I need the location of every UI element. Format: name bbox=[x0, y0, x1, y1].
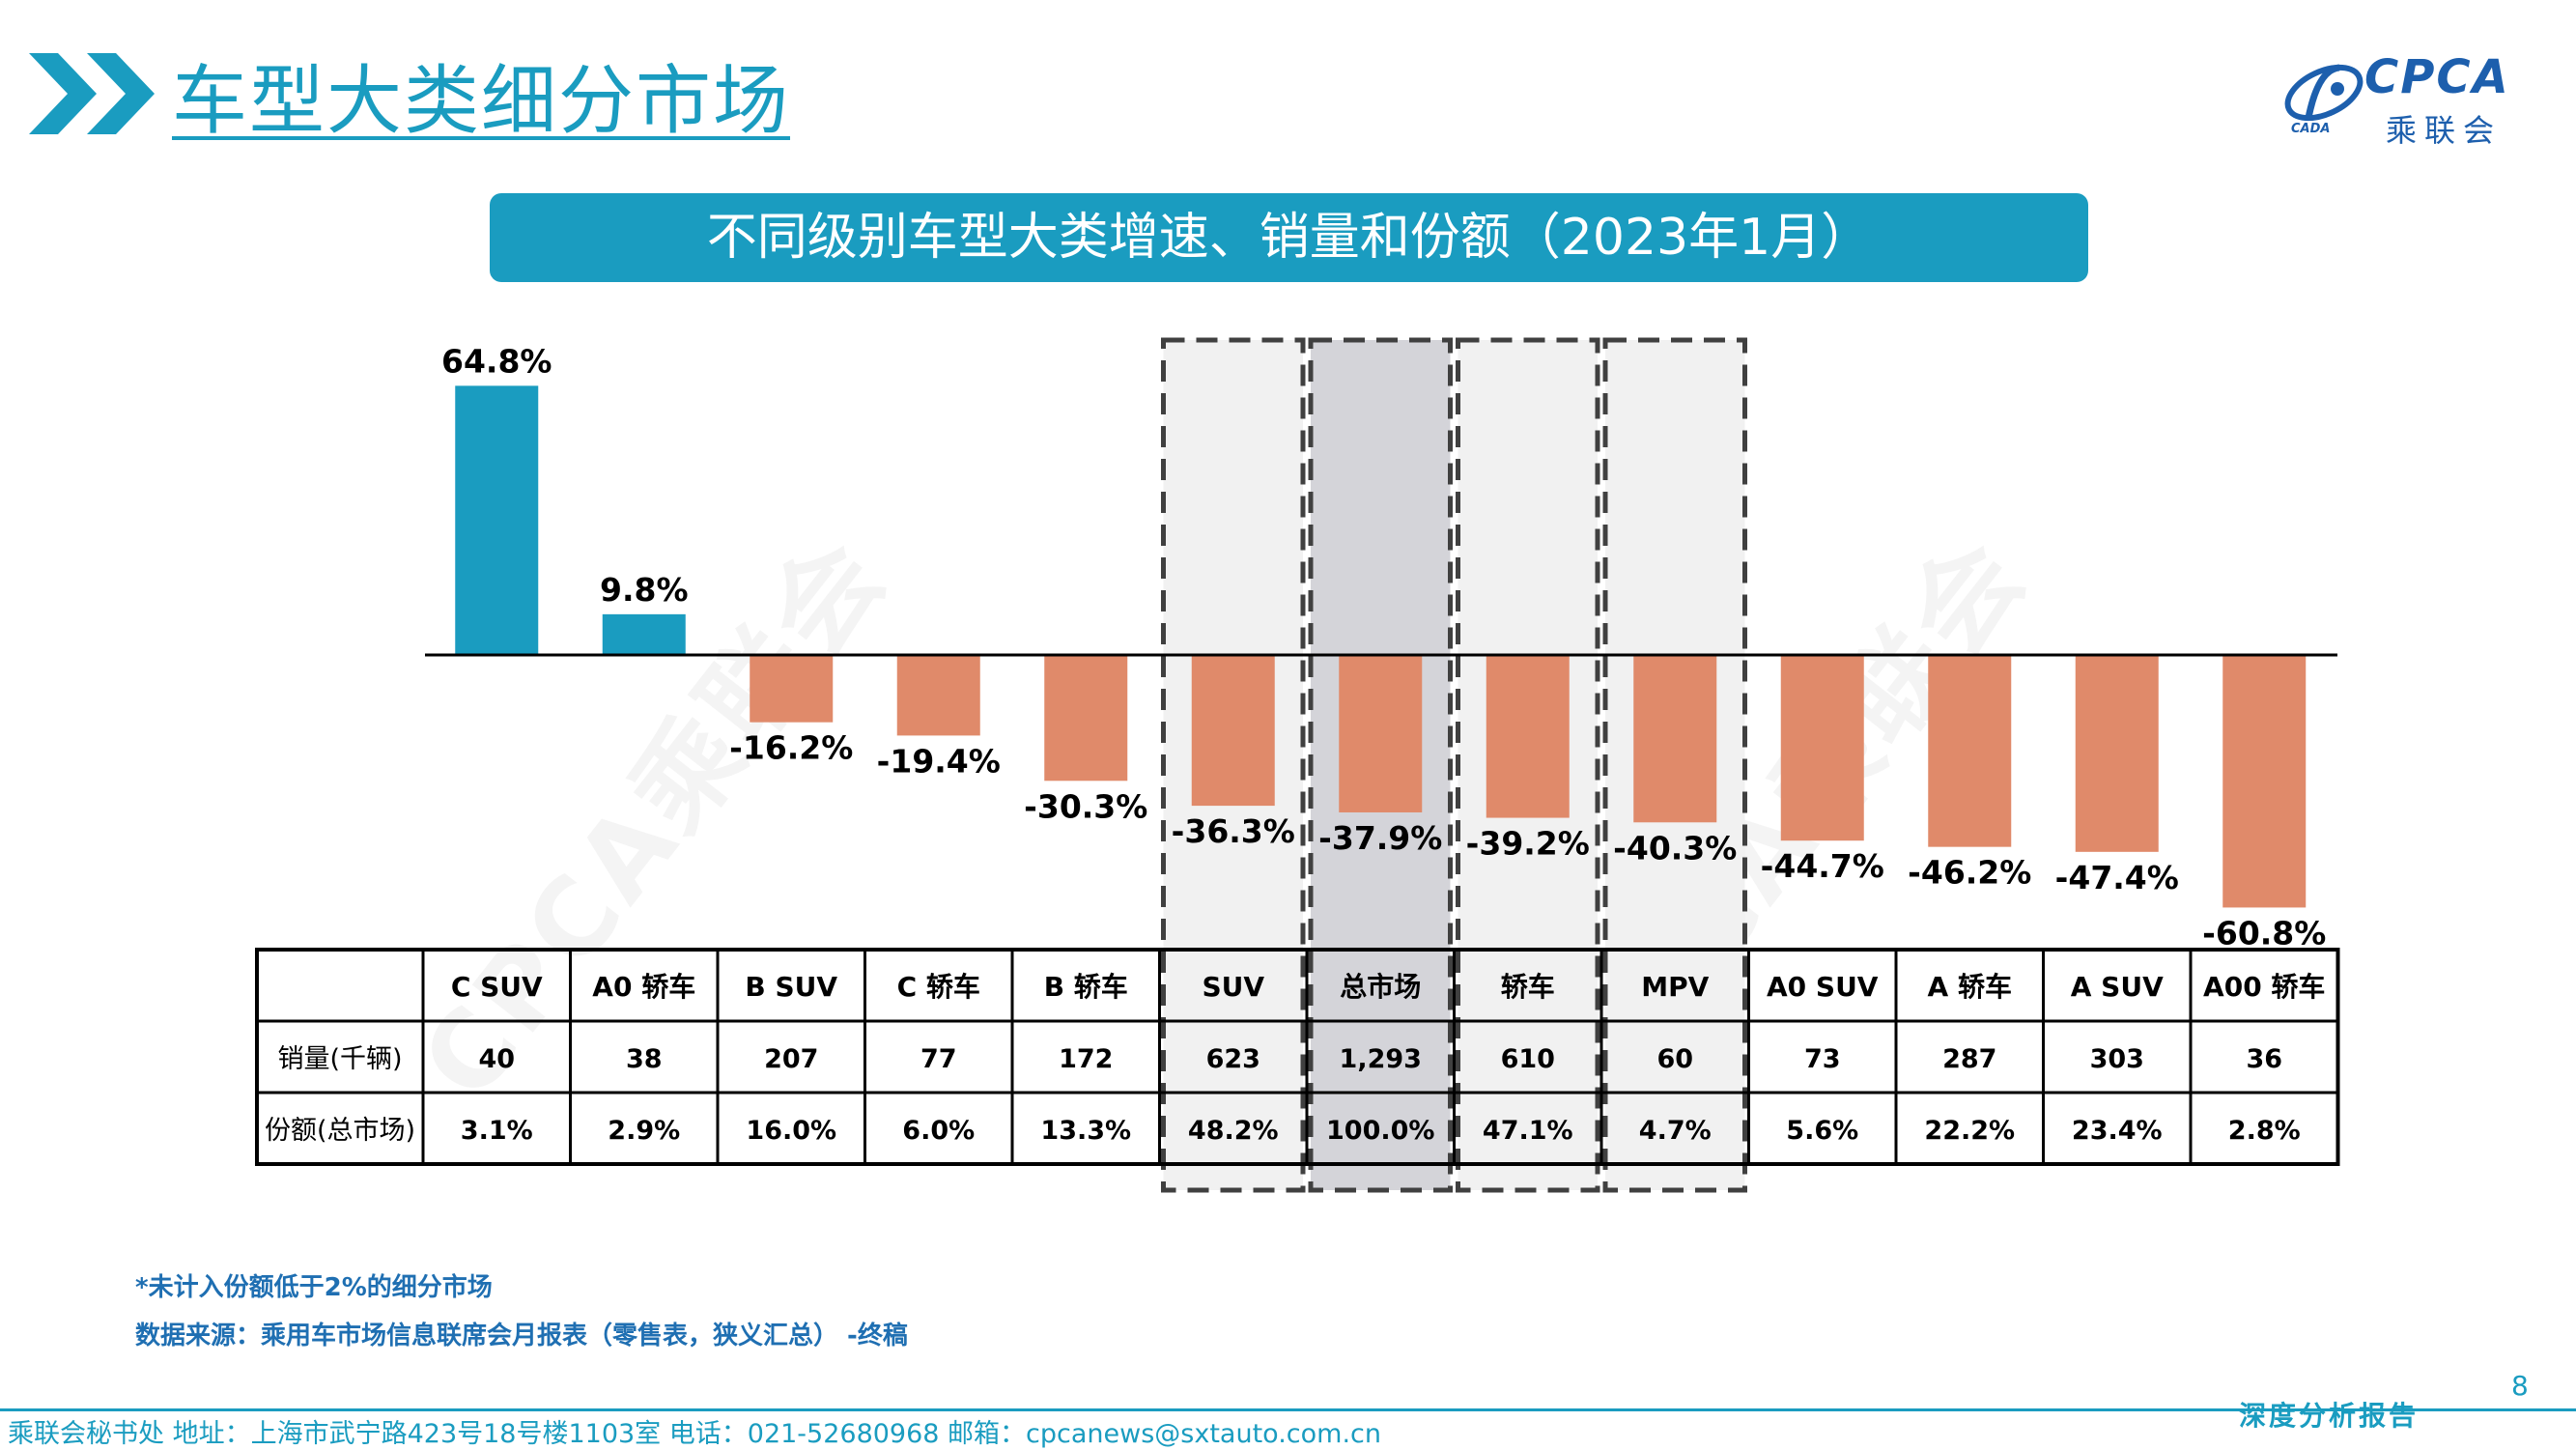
bar bbox=[1928, 655, 2012, 847]
table-cell: 40 bbox=[478, 1044, 515, 1074]
table-cell: 48.2% bbox=[1188, 1116, 1279, 1146]
chart-banner-title: 不同级别车型大类增速、销量和份额（2023年1月） bbox=[490, 193, 2088, 282]
category-label: MPV bbox=[1641, 971, 1709, 1003]
logo-name: CPCA bbox=[2364, 50, 2510, 104]
table-cell: 623 bbox=[1206, 1044, 1260, 1074]
bar bbox=[2075, 655, 2159, 852]
bar bbox=[1191, 655, 1275, 807]
bar bbox=[1780, 655, 1864, 841]
table-cell: 4.7% bbox=[1639, 1116, 1712, 1146]
data-label: -46.2% bbox=[1908, 854, 2031, 892]
bar bbox=[455, 385, 539, 655]
cpca-logo: CPCA 乘联会 CADA bbox=[2279, 50, 2531, 149]
table-cell: 36 bbox=[2246, 1044, 2282, 1074]
table-cell: 77 bbox=[920, 1044, 957, 1074]
table-cell: 60 bbox=[1656, 1044, 1693, 1074]
chevron-arrows-icon bbox=[29, 53, 155, 134]
category-label: 轿车 bbox=[1501, 971, 1555, 1003]
table-cell: 23.4% bbox=[2072, 1116, 2163, 1146]
table-cell: 13.3% bbox=[1040, 1116, 1131, 1146]
data-label: -30.3% bbox=[1024, 787, 1147, 825]
table-cell: 38 bbox=[626, 1044, 663, 1074]
footer-contact: 乘联会秘书处 地址：上海市武宁路423号18号楼1103室 电话：021-526… bbox=[8, 1419, 1382, 1449]
category-label: A SUV bbox=[2071, 971, 2164, 1003]
category-label: A 轿车 bbox=[1928, 971, 2012, 1003]
table-row-label: 份额(总市场) bbox=[265, 1116, 415, 1146]
table-cell: 22.2% bbox=[1924, 1116, 2015, 1146]
table-cell: 5.6% bbox=[1786, 1116, 1858, 1146]
table-cell: 16.0% bbox=[746, 1116, 836, 1146]
note-low-share: *未计入份额低于2%的细分市场 bbox=[135, 1273, 493, 1302]
bar bbox=[602, 613, 686, 655]
table-cell: 303 bbox=[2090, 1044, 2144, 1074]
logo-cn: 乘联会 bbox=[2386, 112, 2503, 149]
data-label: -39.2% bbox=[1466, 825, 1590, 863]
table-cell: 100.0% bbox=[1326, 1116, 1434, 1146]
bar bbox=[1486, 655, 1570, 818]
data-source-note: 数据来源：乘用车市场信息联席会月报表（零售表，狭义汇总） -终稿 bbox=[135, 1322, 908, 1350]
data-label: -37.9% bbox=[1318, 819, 1442, 857]
table-cell: 6.0% bbox=[902, 1116, 975, 1146]
category-label: 总市场 bbox=[1340, 971, 1421, 1003]
data-label: 64.8% bbox=[441, 342, 552, 380]
data-label: -19.4% bbox=[877, 742, 1001, 780]
table-cell: 2.8% bbox=[2228, 1116, 2301, 1146]
table-cell: 73 bbox=[1804, 1044, 1841, 1074]
data-label: -47.4% bbox=[2055, 859, 2179, 896]
growth-bar-chart: 64.8%9.8%-16.2% -19.4%-30.3%-36.3% -37.9% -… bbox=[255, 337, 2340, 1193]
bar bbox=[896, 655, 980, 736]
bar bbox=[1633, 655, 1717, 823]
data-label: -60.8% bbox=[2202, 914, 2326, 952]
table-cell: 207 bbox=[764, 1044, 818, 1074]
cpca-emblem-icon bbox=[2284, 64, 2364, 122]
bar bbox=[1044, 655, 1128, 782]
table-cell: 3.1% bbox=[461, 1116, 533, 1146]
category-label: A0 轿车 bbox=[592, 971, 695, 1003]
table-row-label: 销量(千辆) bbox=[277, 1044, 402, 1074]
data-label: 9.8% bbox=[600, 571, 689, 609]
table-cell: 47.1% bbox=[1483, 1116, 1573, 1146]
category-label: A00 轿车 bbox=[2203, 971, 2325, 1003]
category-label: A0 SUV bbox=[1767, 971, 1879, 1003]
page-number: 8 bbox=[2511, 1370, 2529, 1402]
bar bbox=[1339, 655, 1423, 812]
data-label: -40.3% bbox=[1613, 829, 1737, 867]
table-cell: 2.9% bbox=[608, 1116, 680, 1146]
category-label: B 轿车 bbox=[1044, 971, 1128, 1003]
table-cell: 1,293 bbox=[1340, 1044, 1422, 1074]
footer-divider bbox=[0, 1408, 2576, 1411]
table-cell: 287 bbox=[1942, 1044, 1996, 1074]
data-label: -44.7% bbox=[1761, 847, 1884, 885]
logo-sub: CADA bbox=[2291, 122, 2331, 136]
table-cell: 610 bbox=[1501, 1044, 1555, 1074]
data-label: -16.2% bbox=[729, 729, 853, 767]
category-label: C 轿车 bbox=[897, 971, 980, 1003]
bar bbox=[2222, 655, 2307, 908]
footer-tagline: 深度分析报告 bbox=[2239, 1400, 2420, 1432]
table-cell: 172 bbox=[1059, 1044, 1113, 1074]
data-label: -36.3% bbox=[1172, 812, 1295, 850]
page-title: 车型大类细分市场 bbox=[172, 58, 791, 145]
category-label: SUV bbox=[1202, 971, 1264, 1003]
bar bbox=[750, 655, 834, 723]
category-label: C SUV bbox=[451, 971, 543, 1003]
category-label: B SUV bbox=[745, 971, 837, 1003]
